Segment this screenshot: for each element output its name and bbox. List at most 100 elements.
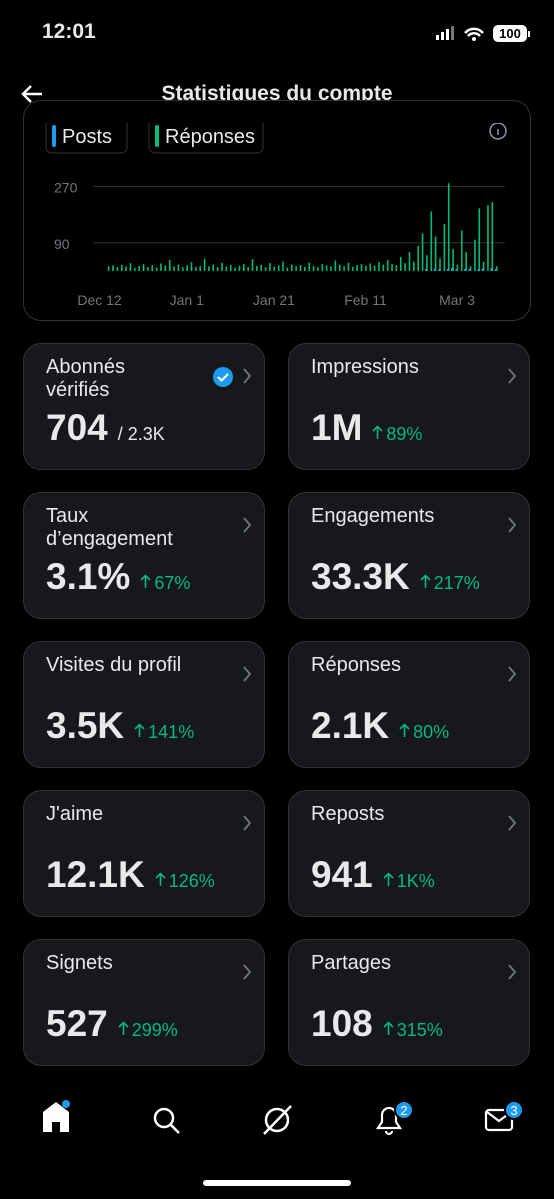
card-value: 12.1K 126%	[46, 854, 215, 896]
legend-box	[45, 123, 128, 154]
bar	[129, 263, 132, 271]
battery-level: 100	[499, 26, 521, 41]
chevron	[242, 368, 252, 389]
up-arrow	[372, 425, 383, 439]
bar	[438, 269, 440, 271]
bar	[147, 266, 149, 271]
bar	[216, 267, 219, 271]
bar	[464, 268, 466, 271]
notifications-tab[interactable]: 2	[375, 1100, 414, 1136]
legend-label: Réponses	[165, 126, 255, 148]
notifications-badge: 2	[400, 1103, 407, 1118]
card-title: Impressions	[311, 356, 419, 378]
back-button[interactable]	[20, 82, 46, 106]
bar	[295, 266, 297, 271]
home-tab[interactable]	[43, 1100, 70, 1132]
bar	[155, 267, 158, 271]
chevron	[507, 666, 517, 687]
card-change: 80%	[399, 722, 449, 742]
stat-card[interactable]: Visites du profil 3.5K 141%	[23, 641, 265, 768]
card-change: 126%	[155, 871, 215, 891]
bar	[494, 269, 497, 271]
stat-card[interactable]: Reposts 941 1K%	[288, 790, 530, 917]
bar	[487, 205, 489, 271]
bar	[424, 269, 427, 271]
card-change: 141%	[134, 722, 194, 742]
bar	[365, 265, 367, 271]
change-value: 315%	[396, 1020, 443, 1040]
bar	[160, 263, 162, 271]
bar	[321, 263, 324, 271]
bottom-nav: 2 3	[43, 1100, 524, 1136]
bar	[208, 266, 210, 271]
bar	[177, 264, 180, 271]
bar	[434, 236, 437, 271]
card-number: 704	[46, 407, 108, 448]
card-number: 3.5K	[46, 705, 125, 746]
chevron-icon	[243, 368, 252, 384]
bar	[308, 262, 311, 271]
grok-tab[interactable]	[263, 1105, 292, 1135]
stat-card[interactable]: Impressions 1M 89%	[288, 343, 530, 470]
legend-box	[148, 123, 264, 154]
bar	[430, 211, 433, 271]
x-tick-label: Feb 11	[344, 292, 387, 308]
bar	[478, 208, 481, 271]
bar	[373, 265, 376, 271]
status-icons: 100	[436, 25, 530, 42]
chevron-icon	[508, 517, 517, 533]
bar	[334, 260, 337, 271]
bar	[243, 264, 245, 271]
card-value: 3.1% 67%	[46, 556, 190, 598]
bar	[251, 259, 254, 271]
bar	[120, 264, 123, 271]
header-title: Statistiques du compte	[161, 82, 393, 105]
bar	[203, 258, 206, 271]
bar	[433, 268, 436, 271]
chart-card	[23, 100, 531, 321]
bar	[451, 267, 453, 271]
bar	[195, 266, 197, 271]
bar	[382, 264, 385, 271]
change-value: 126%	[168, 871, 215, 891]
card-change: 299%	[118, 1020, 178, 1040]
bar	[269, 263, 271, 271]
stat-card[interactable]: Taux d’engagement 3.1% 67%	[23, 492, 265, 619]
card-value: 527 299%	[46, 1003, 178, 1045]
messages-badge: 3	[510, 1103, 517, 1118]
change-value: 1K%	[396, 871, 435, 891]
bar	[491, 202, 494, 271]
bar	[446, 269, 449, 271]
stat-card[interactable]: Réponses 2.1K 80%	[288, 641, 530, 768]
bar	[468, 269, 471, 271]
bar	[142, 264, 145, 271]
home-indicator	[203, 1180, 351, 1186]
card-title: J'aime	[46, 803, 104, 825]
up-arrow	[118, 1021, 129, 1035]
card-title: Visites du profil	[46, 654, 182, 676]
card-title: Reposts	[311, 803, 385, 825]
bar	[378, 262, 380, 271]
bar	[452, 249, 454, 271]
bar	[164, 265, 167, 271]
bar	[234, 267, 236, 271]
change-value: 141%	[148, 722, 195, 742]
stat-card[interactable]: Signets 527 299%	[23, 939, 265, 1066]
stat-card[interactable]: Engagements 33.3K 217%	[288, 492, 530, 619]
card-change: 217%	[420, 573, 480, 593]
card-value: 1M 89%	[311, 407, 422, 449]
bar	[304, 266, 306, 271]
search-tab[interactable]	[153, 1107, 180, 1134]
bar	[477, 269, 479, 271]
up-arrow	[383, 1021, 394, 1035]
stat-card[interactable]: Abonnés vérifiés 704 / 2.3K	[23, 343, 265, 470]
card-number: 1M	[311, 407, 363, 448]
bar	[456, 264, 459, 271]
card-title: Engagements	[311, 505, 435, 527]
stat-card[interactable]: J'aime 12.1K 126%	[23, 790, 265, 917]
info-icon	[489, 123, 507, 140]
stat-card[interactable]: Partages 108 315%	[288, 939, 530, 1066]
messages-tab[interactable]: 3	[484, 1100, 524, 1132]
bar	[282, 261, 284, 271]
